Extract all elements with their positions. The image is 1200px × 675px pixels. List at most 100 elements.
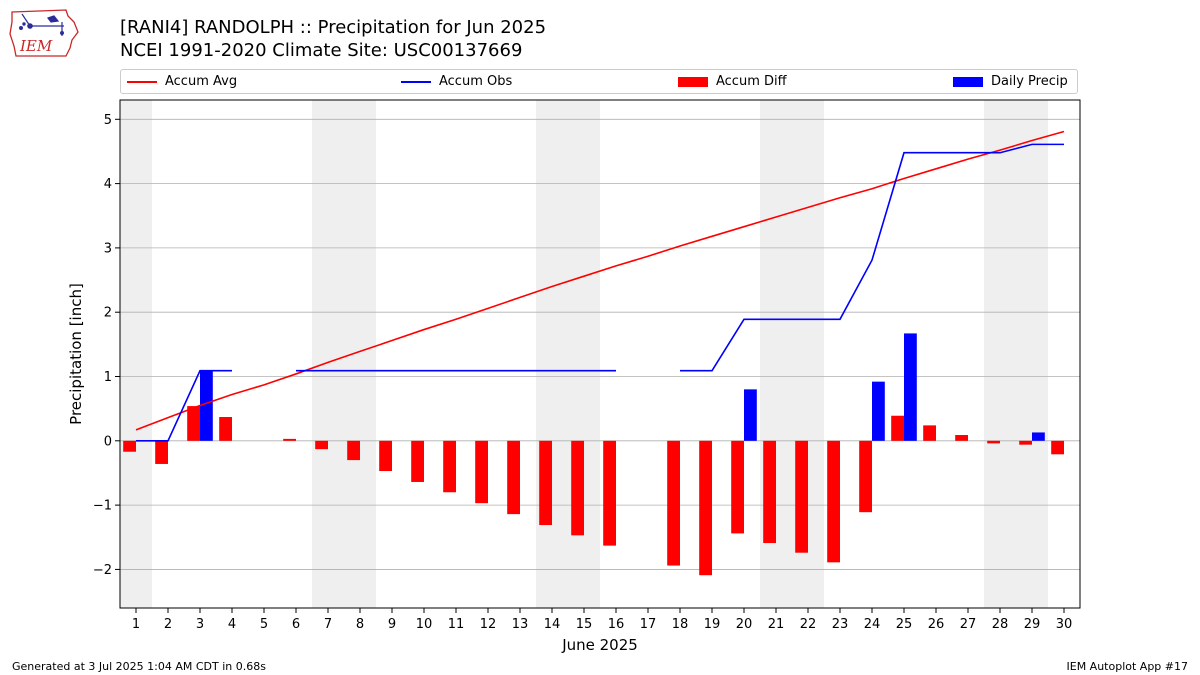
daily-precip-bar: [872, 381, 885, 441]
chart-title: [RANI4] RANDOLPH :: Precipitation for Ju…: [120, 17, 547, 38]
accum-diff-bar: [923, 425, 936, 441]
accum-diff-bar: [955, 435, 968, 441]
x-tick-label: 8: [356, 617, 364, 632]
legend-swatch: [401, 80, 431, 83]
accum-diff-bar: [891, 415, 904, 441]
x-tick-label: 11: [448, 617, 465, 632]
x-tick-label: 4: [228, 617, 236, 632]
weather-station-icon: [19, 13, 64, 36]
accum-diff-bar: [155, 440, 168, 464]
accum-diff-bar: [283, 438, 296, 441]
iem-logo: IEM: [9, 9, 79, 57]
weekend-shade: [312, 100, 376, 608]
accum-diff-bar: [443, 440, 456, 493]
accum-diff-bar: [699, 440, 712, 576]
x-tick-label: 13: [512, 617, 529, 632]
chart-legend: Accum Avg Accum Obs Accum Diff Daily Pre…: [120, 69, 1078, 94]
x-tick-label: 24: [864, 617, 881, 632]
legend-label: Accum Avg: [165, 74, 238, 89]
accum-diff-bar: [347, 440, 360, 461]
legend-item-accum-avg: Accum Avg: [127, 73, 237, 91]
accum-diff-bar: [187, 406, 200, 441]
legend-swatch: [678, 76, 708, 87]
legend-swatch: [953, 76, 983, 87]
x-tick-label: 16: [608, 617, 625, 632]
y-tick-label: 1: [104, 370, 112, 385]
accum-diff-bar: [379, 440, 392, 472]
legend-label: Accum Diff: [716, 74, 787, 89]
accum-diff-bar: [571, 440, 584, 536]
accum-diff-bar: [763, 440, 776, 544]
y-tick-label: −1: [93, 499, 112, 514]
daily-precip-bar: [1032, 432, 1045, 441]
x-tick-label: 1: [132, 617, 140, 632]
footer-generated: Generated at 3 Jul 2025 1:04 AM CDT in 0…: [12, 660, 266, 673]
x-tick-label: 2: [164, 617, 172, 632]
logo-text: IEM: [19, 37, 53, 55]
accum-obs-line: [680, 143, 1064, 372]
x-tick-label: 9: [388, 617, 396, 632]
y-tick-label: 5: [104, 113, 112, 128]
y-axis-label: Precipitation [inch]: [67, 283, 85, 425]
daily-precip-bar: [744, 389, 757, 441]
x-tick-label: 10: [416, 617, 433, 632]
accum-diff-bar: [795, 440, 808, 553]
accum-diff-bar: [539, 440, 552, 526]
x-tick-label: 21: [768, 617, 785, 632]
y-tick-label: 2: [104, 306, 112, 321]
daily-precip-bar: [200, 370, 213, 441]
accum-diff-bar: [667, 440, 680, 566]
accum-diff-bar: [1051, 440, 1064, 455]
accum-diff-bar: [475, 440, 488, 504]
legend-label: Accum Obs: [439, 74, 513, 89]
x-tick-label: 29: [1024, 617, 1041, 632]
accum-avg-line: [135, 130, 1065, 431]
accum-diff-bar: [731, 440, 744, 534]
x-tick-label: 25: [896, 617, 913, 632]
y-tick-label: −2: [93, 563, 112, 578]
legend-swatch: [127, 80, 157, 83]
accum-diff-bar: [411, 440, 424, 482]
plot-frame: [119, 99, 1081, 609]
x-tick-label: 28: [992, 617, 1009, 632]
y-tick-label: 4: [104, 177, 112, 192]
accum-diff-bar: [507, 440, 520, 515]
footer-app: IEM Autoplot App #17: [1066, 660, 1189, 673]
weekend-shade: [984, 100, 1048, 608]
x-tick-label: 5: [260, 617, 268, 632]
legend-item-accum-obs: Accum Obs: [401, 73, 512, 91]
x-tick-label: 18: [672, 617, 689, 632]
x-tick-label: 7: [324, 617, 332, 632]
accum-diff-bar: [1019, 440, 1032, 445]
x-tick-label: 15: [576, 617, 593, 632]
x-tick-label: 19: [704, 617, 721, 632]
x-axis-label: June 2025: [561, 636, 638, 654]
legend-item-accum-diff: Accum Diff: [678, 73, 787, 91]
accum-diff-bar: [315, 440, 328, 450]
x-tick-label: 26: [928, 617, 945, 632]
legend-item-daily-precip: Daily Precip: [953, 73, 1068, 91]
chart-subtitle: NCEI 1991-2020 Climate Site: USC00137669: [120, 40, 523, 61]
x-tick-label: 20: [736, 617, 753, 632]
x-tick-label: 17: [640, 617, 657, 632]
accum-diff-bar: [859, 440, 872, 513]
weekend-shade: [120, 100, 152, 608]
accum-diff-bar: [123, 440, 136, 452]
x-tick-label: 3: [196, 617, 204, 632]
x-tick-label: 23: [832, 617, 849, 632]
accum-diff-bar: [827, 440, 840, 563]
x-tick-label: 22: [800, 617, 817, 632]
x-tick-label: 6: [292, 617, 300, 632]
accum-diff-bar: [987, 440, 1000, 444]
y-tick-label: 3: [104, 241, 112, 256]
x-tick-label: 30: [1056, 617, 1073, 632]
daily-precip-bar: [904, 333, 917, 441]
legend-label: Daily Precip: [991, 74, 1068, 89]
accum-obs-line: [136, 369, 232, 442]
y-tick-label: 0: [104, 434, 112, 449]
x-tick-label: 12: [480, 617, 497, 632]
x-tick-label: 27: [960, 617, 977, 632]
weekend-shade: [536, 100, 600, 608]
accum-diff-bar: [219, 417, 232, 441]
